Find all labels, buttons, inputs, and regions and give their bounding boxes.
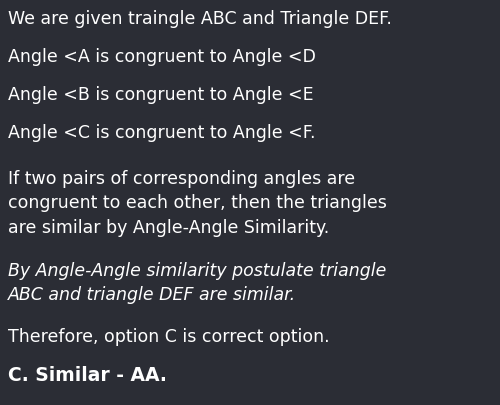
Text: If two pairs of corresponding angles are
congruent to each other, then the trian: If two pairs of corresponding angles are… (8, 170, 386, 237)
Text: Angle <B is congruent to Angle <E: Angle <B is congruent to Angle <E (8, 86, 313, 104)
Text: By Angle-Angle similarity postulate triangle
ABC and triangle DEF are similar.: By Angle-Angle similarity postulate tria… (8, 262, 386, 304)
Text: Angle <C is congruent to Angle <F.: Angle <C is congruent to Angle <F. (8, 124, 315, 142)
Text: Angle <A is congruent to Angle <D: Angle <A is congruent to Angle <D (8, 48, 316, 66)
Text: We are given traingle ABC and Triangle DEF.: We are given traingle ABC and Triangle D… (8, 10, 392, 28)
Text: Therefore, option C is correct option.: Therefore, option C is correct option. (8, 328, 329, 346)
Text: C. Similar - AA.: C. Similar - AA. (8, 366, 166, 385)
